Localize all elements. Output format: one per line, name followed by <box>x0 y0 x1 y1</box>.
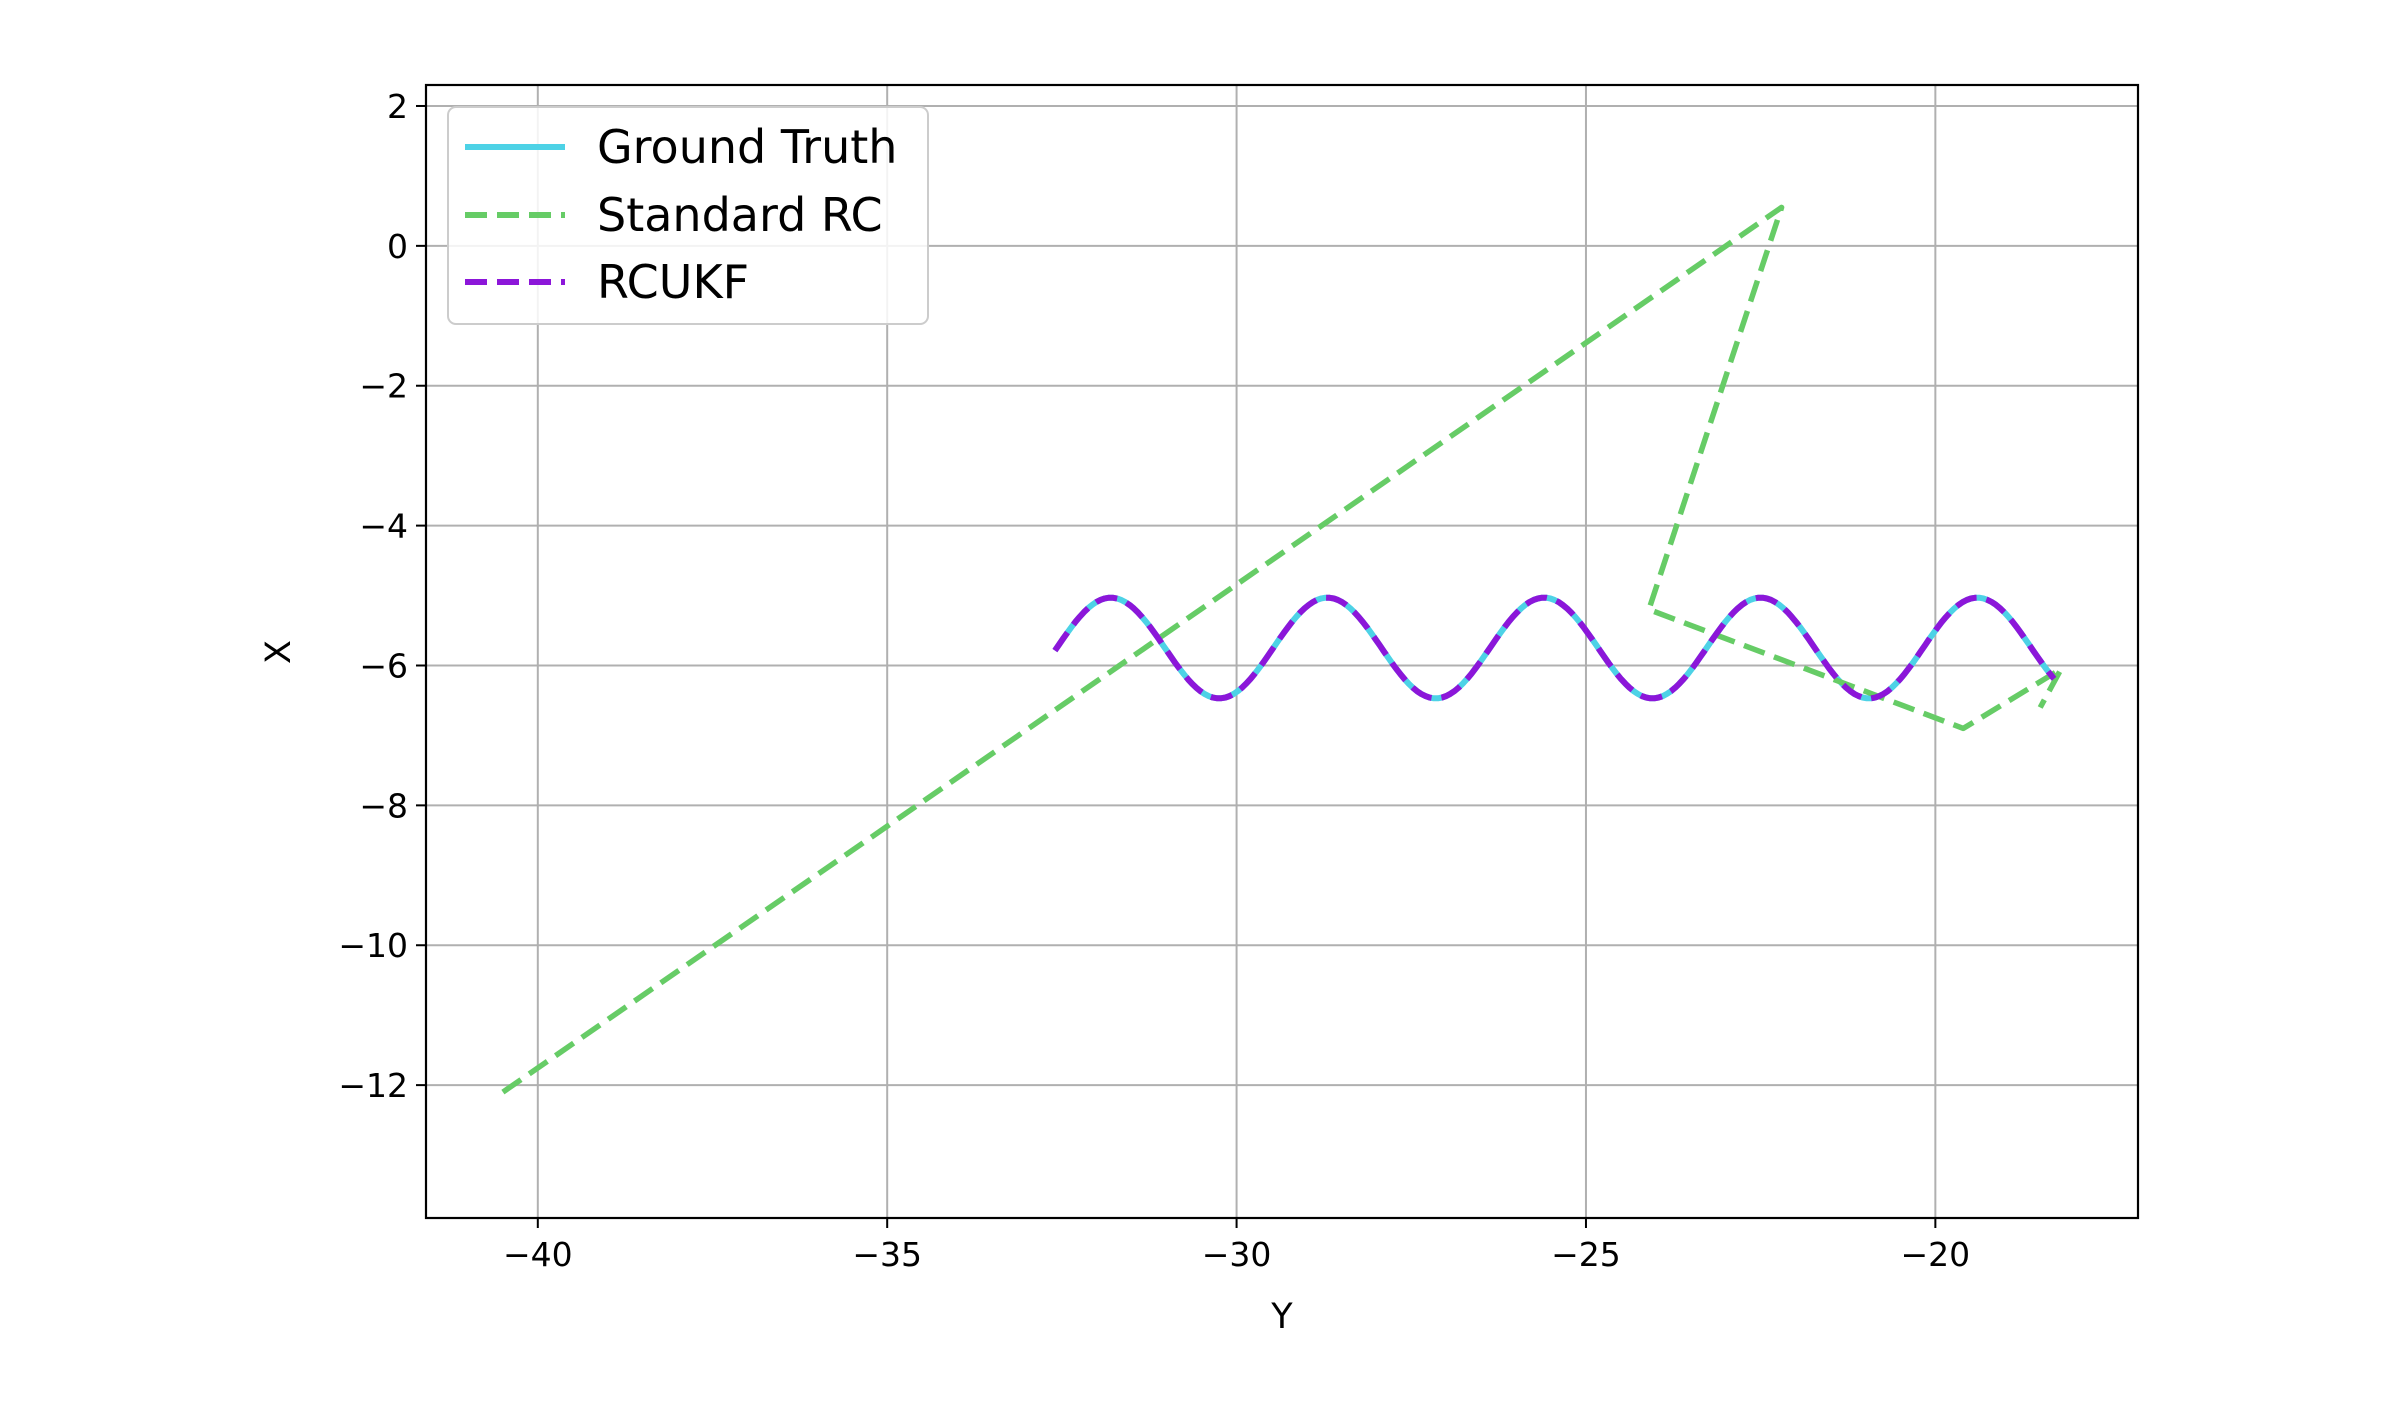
legend: Ground Truth Standard RC RCUKF <box>447 106 929 325</box>
legend-label-standard-rc: Standard RC <box>597 188 883 242</box>
x-tick-label: −30 <box>1202 1235 1272 1274</box>
y-tick-label: −4 <box>359 507 408 546</box>
y-tick-label: −12 <box>338 1066 408 1105</box>
x-tick-label: −20 <box>1901 1235 1971 1274</box>
x-tick-label: −25 <box>1551 1235 1621 1274</box>
y-tick-label: 0 <box>387 227 408 266</box>
y-tick-label: −2 <box>359 367 408 406</box>
y-axis-label: X <box>259 640 299 664</box>
legend-box <box>447 106 929 325</box>
x-tick-label: −40 <box>503 1235 573 1274</box>
plot-lines <box>501 204 2064 1095</box>
grid-lines <box>426 85 2138 1218</box>
series-line-standard-rc <box>501 204 2064 1095</box>
legend-label-rcukf: RCUKF <box>597 255 749 309</box>
y-tick-label: −8 <box>359 786 408 825</box>
axis-ticks: −40 −35 −30 −25 −20 2 0 −2 −4 −6 −8 −10 −12 <box>338 87 1970 1274</box>
legend-label-ground-truth: Ground Truth <box>597 120 897 174</box>
x-tick-label: −35 <box>852 1235 922 1274</box>
y-tick-label: −10 <box>338 926 408 965</box>
series-line-rcukf <box>1052 594 2057 702</box>
y-tick-label: −6 <box>359 646 408 685</box>
y-tick-label: 2 <box>387 87 408 126</box>
plot-frame <box>424 83 2140 1220</box>
x-axis-label: Y <box>1270 1297 1293 1337</box>
